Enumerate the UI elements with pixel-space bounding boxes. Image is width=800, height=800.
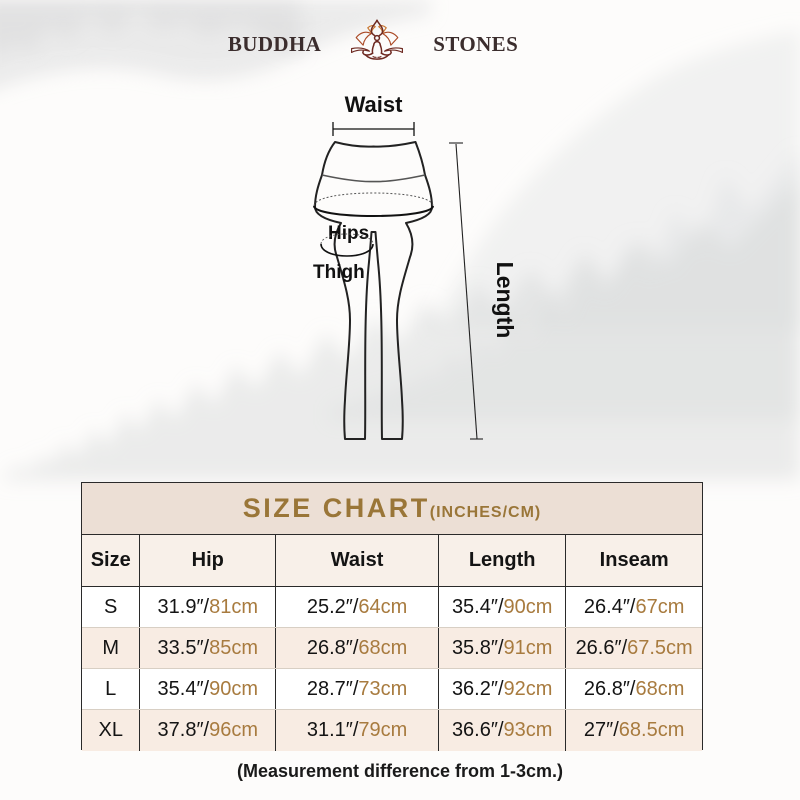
svg-text:Hips: Hips	[328, 223, 369, 244]
svg-text:Thigh: Thigh	[313, 262, 365, 283]
svg-text:Length: Length	[492, 262, 518, 339]
svg-text:Waist: Waist	[345, 92, 404, 117]
